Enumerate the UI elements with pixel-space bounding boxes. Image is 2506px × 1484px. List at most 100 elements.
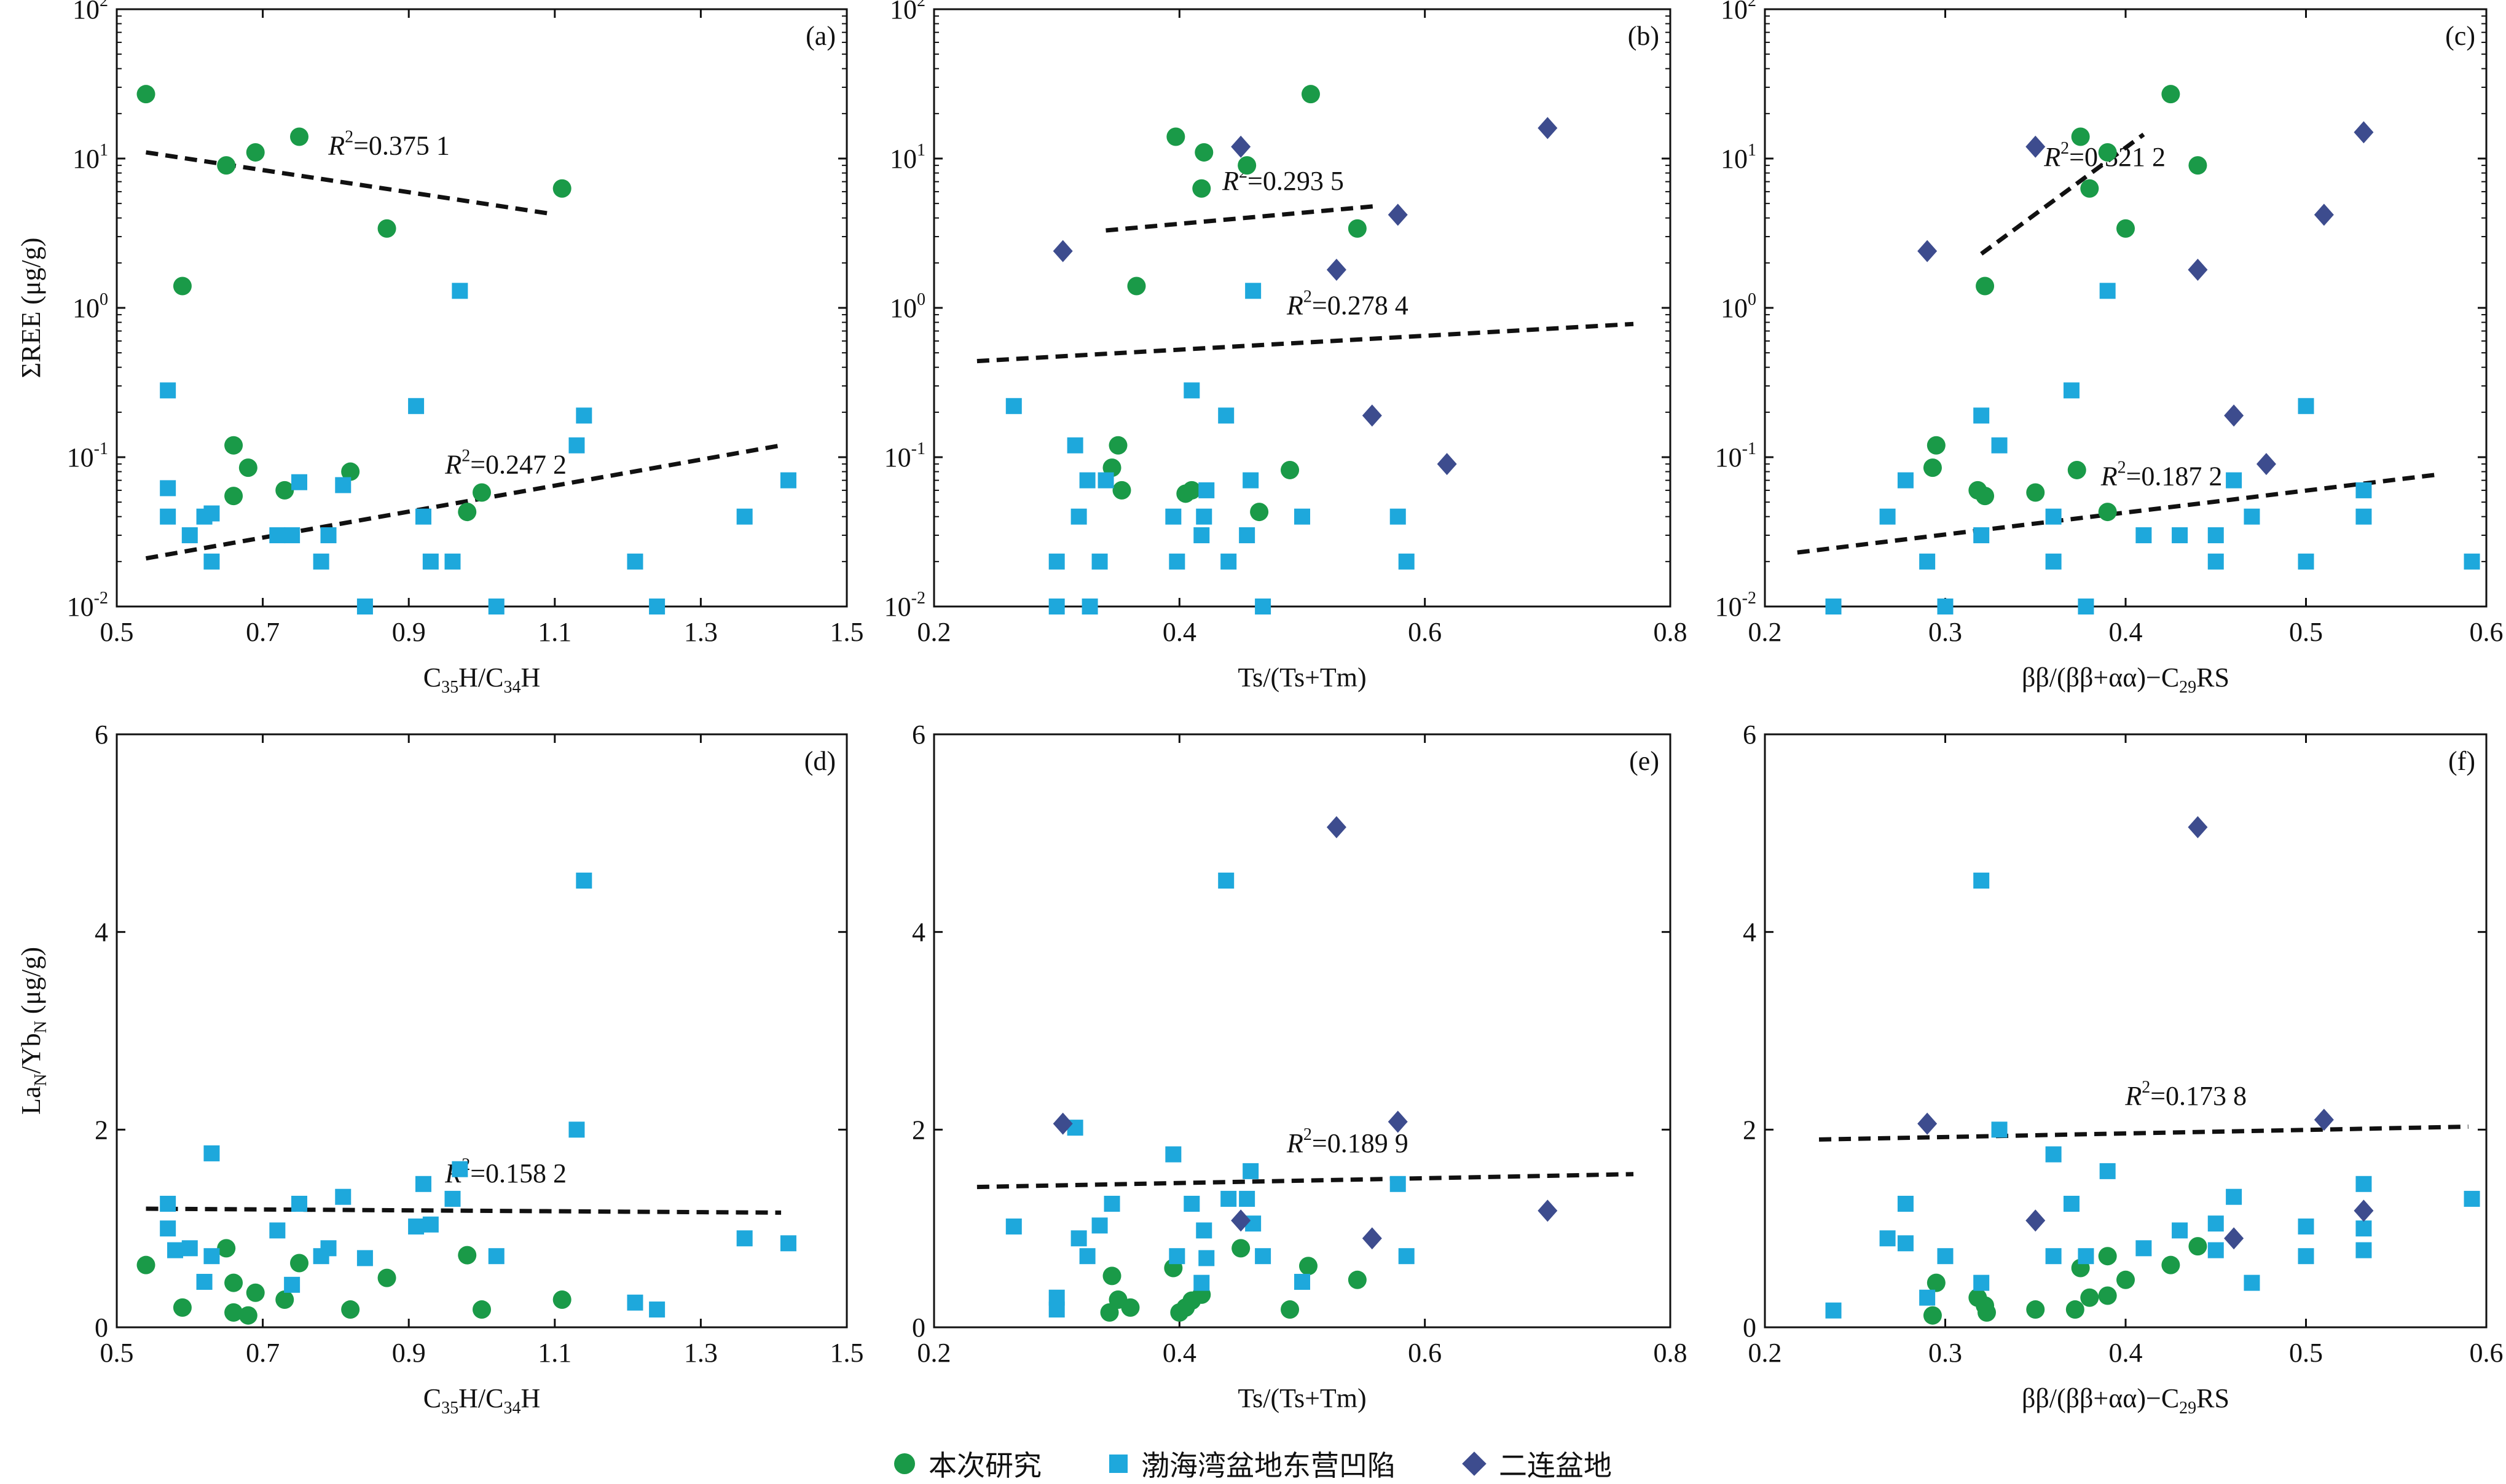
chart-panel: 0.5 0.7 0.9 1.1 1.3 1.510-210-1100101102(a)C3… — [16, 0, 864, 697]
point-this-study — [1976, 487, 1995, 506]
point-this-study — [1112, 481, 1131, 500]
x-tick-label: 0.3 — [1928, 1338, 1962, 1368]
point-bohai-dongying — [1184, 382, 1200, 399]
legend-label-bohai-dongying: 渤海湾盆地东营凹陷 — [1141, 1449, 1396, 1482]
x-tick-label: 0.2 — [917, 617, 951, 647]
point-bohai-dongying — [1193, 527, 1210, 544]
point-erlian — [2256, 453, 2276, 476]
point-this-study — [1281, 1300, 1300, 1319]
point-bohai-dongying — [1169, 553, 1185, 570]
point-bohai-dongying — [2226, 1188, 2242, 1205]
point-bohai-dongying — [1919, 1289, 1936, 1306]
point-bohai-dongying — [1165, 1146, 1182, 1163]
point-bohai-dongying — [627, 1294, 643, 1311]
point-this-study — [1927, 1273, 1946, 1292]
r2-label-symbol: R — [2100, 461, 2118, 491]
point-bohai-dongying — [415, 508, 431, 525]
r2-label-value: =0.375 1 — [353, 131, 450, 161]
point-bohai-dongying — [1919, 553, 1936, 570]
y-tick-label: 10-1 — [1715, 439, 1756, 473]
point-this-study — [2026, 483, 2045, 502]
r2-label: R2=0.293 5 — [1222, 163, 1344, 196]
point-this-study — [2080, 179, 2099, 198]
panel-label: (c) — [2445, 21, 2475, 51]
x-axis-label-subscript: 35 — [441, 678, 458, 697]
y-tick-label: 101 — [73, 141, 108, 174]
y-tick-label: 10-1 — [884, 439, 925, 473]
point-bohai-dongying — [1937, 1248, 1954, 1265]
point-this-study — [1927, 436, 1946, 455]
point-erlian — [2188, 816, 2208, 839]
point-erlian — [1538, 117, 1558, 139]
point-this-study — [1192, 179, 1211, 198]
x-axis-label: ββ/(ββ+αα)−C29​RS — [2022, 662, 2229, 697]
panel-label: (b) — [1628, 21, 1659, 51]
x-axis-label: Ts/(Ts+Tm) — [1238, 662, 1366, 693]
point-bohai-dongying — [2078, 599, 2094, 614]
point-bohai-dongying — [291, 474, 307, 490]
r2-label: R2=0.189 9 — [1286, 1125, 1408, 1158]
y-tick-label: 100 — [1721, 290, 1756, 323]
point-bohai-dongying — [335, 1188, 352, 1205]
point-bohai-dongying — [452, 1161, 468, 1177]
point-erlian — [1362, 1227, 1382, 1250]
point-bohai-dongying — [1294, 508, 1310, 525]
point-this-study — [1238, 156, 1257, 175]
point-this-study — [1348, 219, 1367, 238]
x-tick-label: 0.5 — [100, 617, 134, 647]
point-bohai-dongying — [649, 599, 666, 614]
r2-label-exponent: 2 — [1303, 1125, 1312, 1144]
point-bohai-dongying — [1005, 398, 1022, 414]
point-erlian — [2025, 1209, 2046, 1232]
x-axis-label-subscript: 34 — [503, 1399, 520, 1418]
x-tick-label: 0.5 — [2289, 1338, 2323, 1368]
point-bohai-dongying — [2063, 1195, 2080, 1212]
y-tick-label-base: 10 — [1721, 293, 1748, 323]
point-bohai-dongying — [1067, 437, 1083, 453]
point-this-study — [1281, 460, 1300, 479]
x-tick-label: 0.7 — [246, 1338, 280, 1368]
point-bohai-dongying — [1991, 437, 2008, 453]
y-tick-label: 2 — [1743, 1115, 1756, 1145]
point-bohai-dongying — [2207, 553, 2224, 570]
point-bohai-dongying — [1973, 1274, 1990, 1291]
plot-frame — [1764, 8, 2488, 608]
point-bohai-dongying — [160, 1220, 176, 1237]
point-bohai-dongying — [1184, 1195, 1200, 1212]
point-bohai-dongying — [1389, 508, 1406, 525]
x-tick-label: 0.3 — [1928, 617, 1962, 647]
panel-label: (f) — [2448, 746, 2475, 776]
point-this-study — [2116, 219, 2135, 238]
panel-label: (d) — [804, 746, 836, 776]
point-bohai-dongying — [2207, 1242, 2224, 1258]
r2-label: R2=0.187 2 — [2100, 458, 2223, 491]
point-bohai-dongying — [780, 472, 796, 489]
plot-frame — [933, 733, 1671, 1329]
point-bohai-dongying — [1005, 1218, 1022, 1235]
point-this-study — [2188, 156, 2207, 175]
point-bohai-dongying — [736, 508, 753, 525]
x-tick-label: 0.9 — [392, 617, 426, 647]
point-bohai-dongying — [284, 527, 300, 544]
chart-panel: 0.2 0.4 0.6 0.810-210-1100101102(b)Ts/(Ts+T… — [884, 0, 1687, 693]
point-bohai-dongying — [422, 1216, 439, 1233]
point-bohai-dongying — [1255, 599, 1271, 614]
point-erlian — [2224, 404, 2244, 427]
r2-label-symbol: R — [1222, 166, 1239, 196]
point-bohai-dongying — [356, 599, 373, 614]
point-bohai-dongying — [291, 1195, 307, 1212]
x-axis-label: C35​H/C34​H — [423, 1383, 541, 1418]
point-bohai-dongying — [2099, 283, 2116, 299]
y-tick-label-exponent: 2 — [1748, 0, 1756, 10]
point-bohai-dongying — [1218, 873, 1235, 889]
x-tick-label: 1.3 — [684, 617, 718, 647]
x-axis-label-text: Ts/(Ts+Tm) — [1238, 1383, 1366, 1413]
point-bohai-dongying — [2298, 1218, 2314, 1235]
trend-line — [146, 1206, 782, 1215]
r2-label-symbol: R — [2043, 142, 2060, 172]
y-tick-label-exponent: -1 — [911, 439, 925, 458]
point-erlian — [1437, 453, 1457, 476]
point-this-study — [2098, 503, 2117, 522]
y-tick-label: 10-2 — [1715, 589, 1756, 622]
r2-label-exponent: 2 — [2142, 1078, 2150, 1097]
